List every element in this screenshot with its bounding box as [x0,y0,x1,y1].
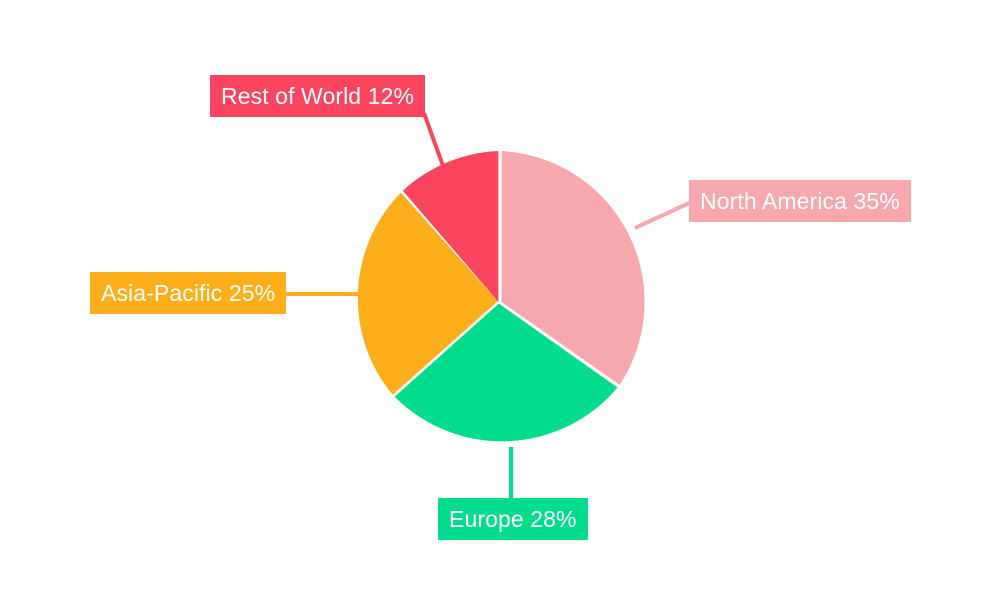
pie-label-europe[interactable]: Europe 28% [438,498,588,540]
pie-slices [357,151,645,442]
pie-label-europe-text: Europe 28% [449,505,577,532]
pie-label-north-america[interactable]: North America 35% [689,180,911,222]
pie-label-rest-of-world-text: Rest of World 12% [221,82,415,109]
pie-label-north-america-text: North America 35% [700,187,900,214]
pie-label-rest-of-world[interactable]: Rest of World 12% [210,75,426,117]
pie-slice-europe[interactable] [394,303,618,442]
pie-slice-north-america[interactable] [501,151,645,385]
pie-label-asia-pacific-text: Asia-Pacific 25% [101,279,276,306]
pie-label-asia-pacific[interactable]: Asia-Pacific 25% [90,272,287,314]
pie-slice-rest-of-world[interactable] [402,151,499,302]
pie-slice-asia-pacific[interactable] [357,192,498,395]
